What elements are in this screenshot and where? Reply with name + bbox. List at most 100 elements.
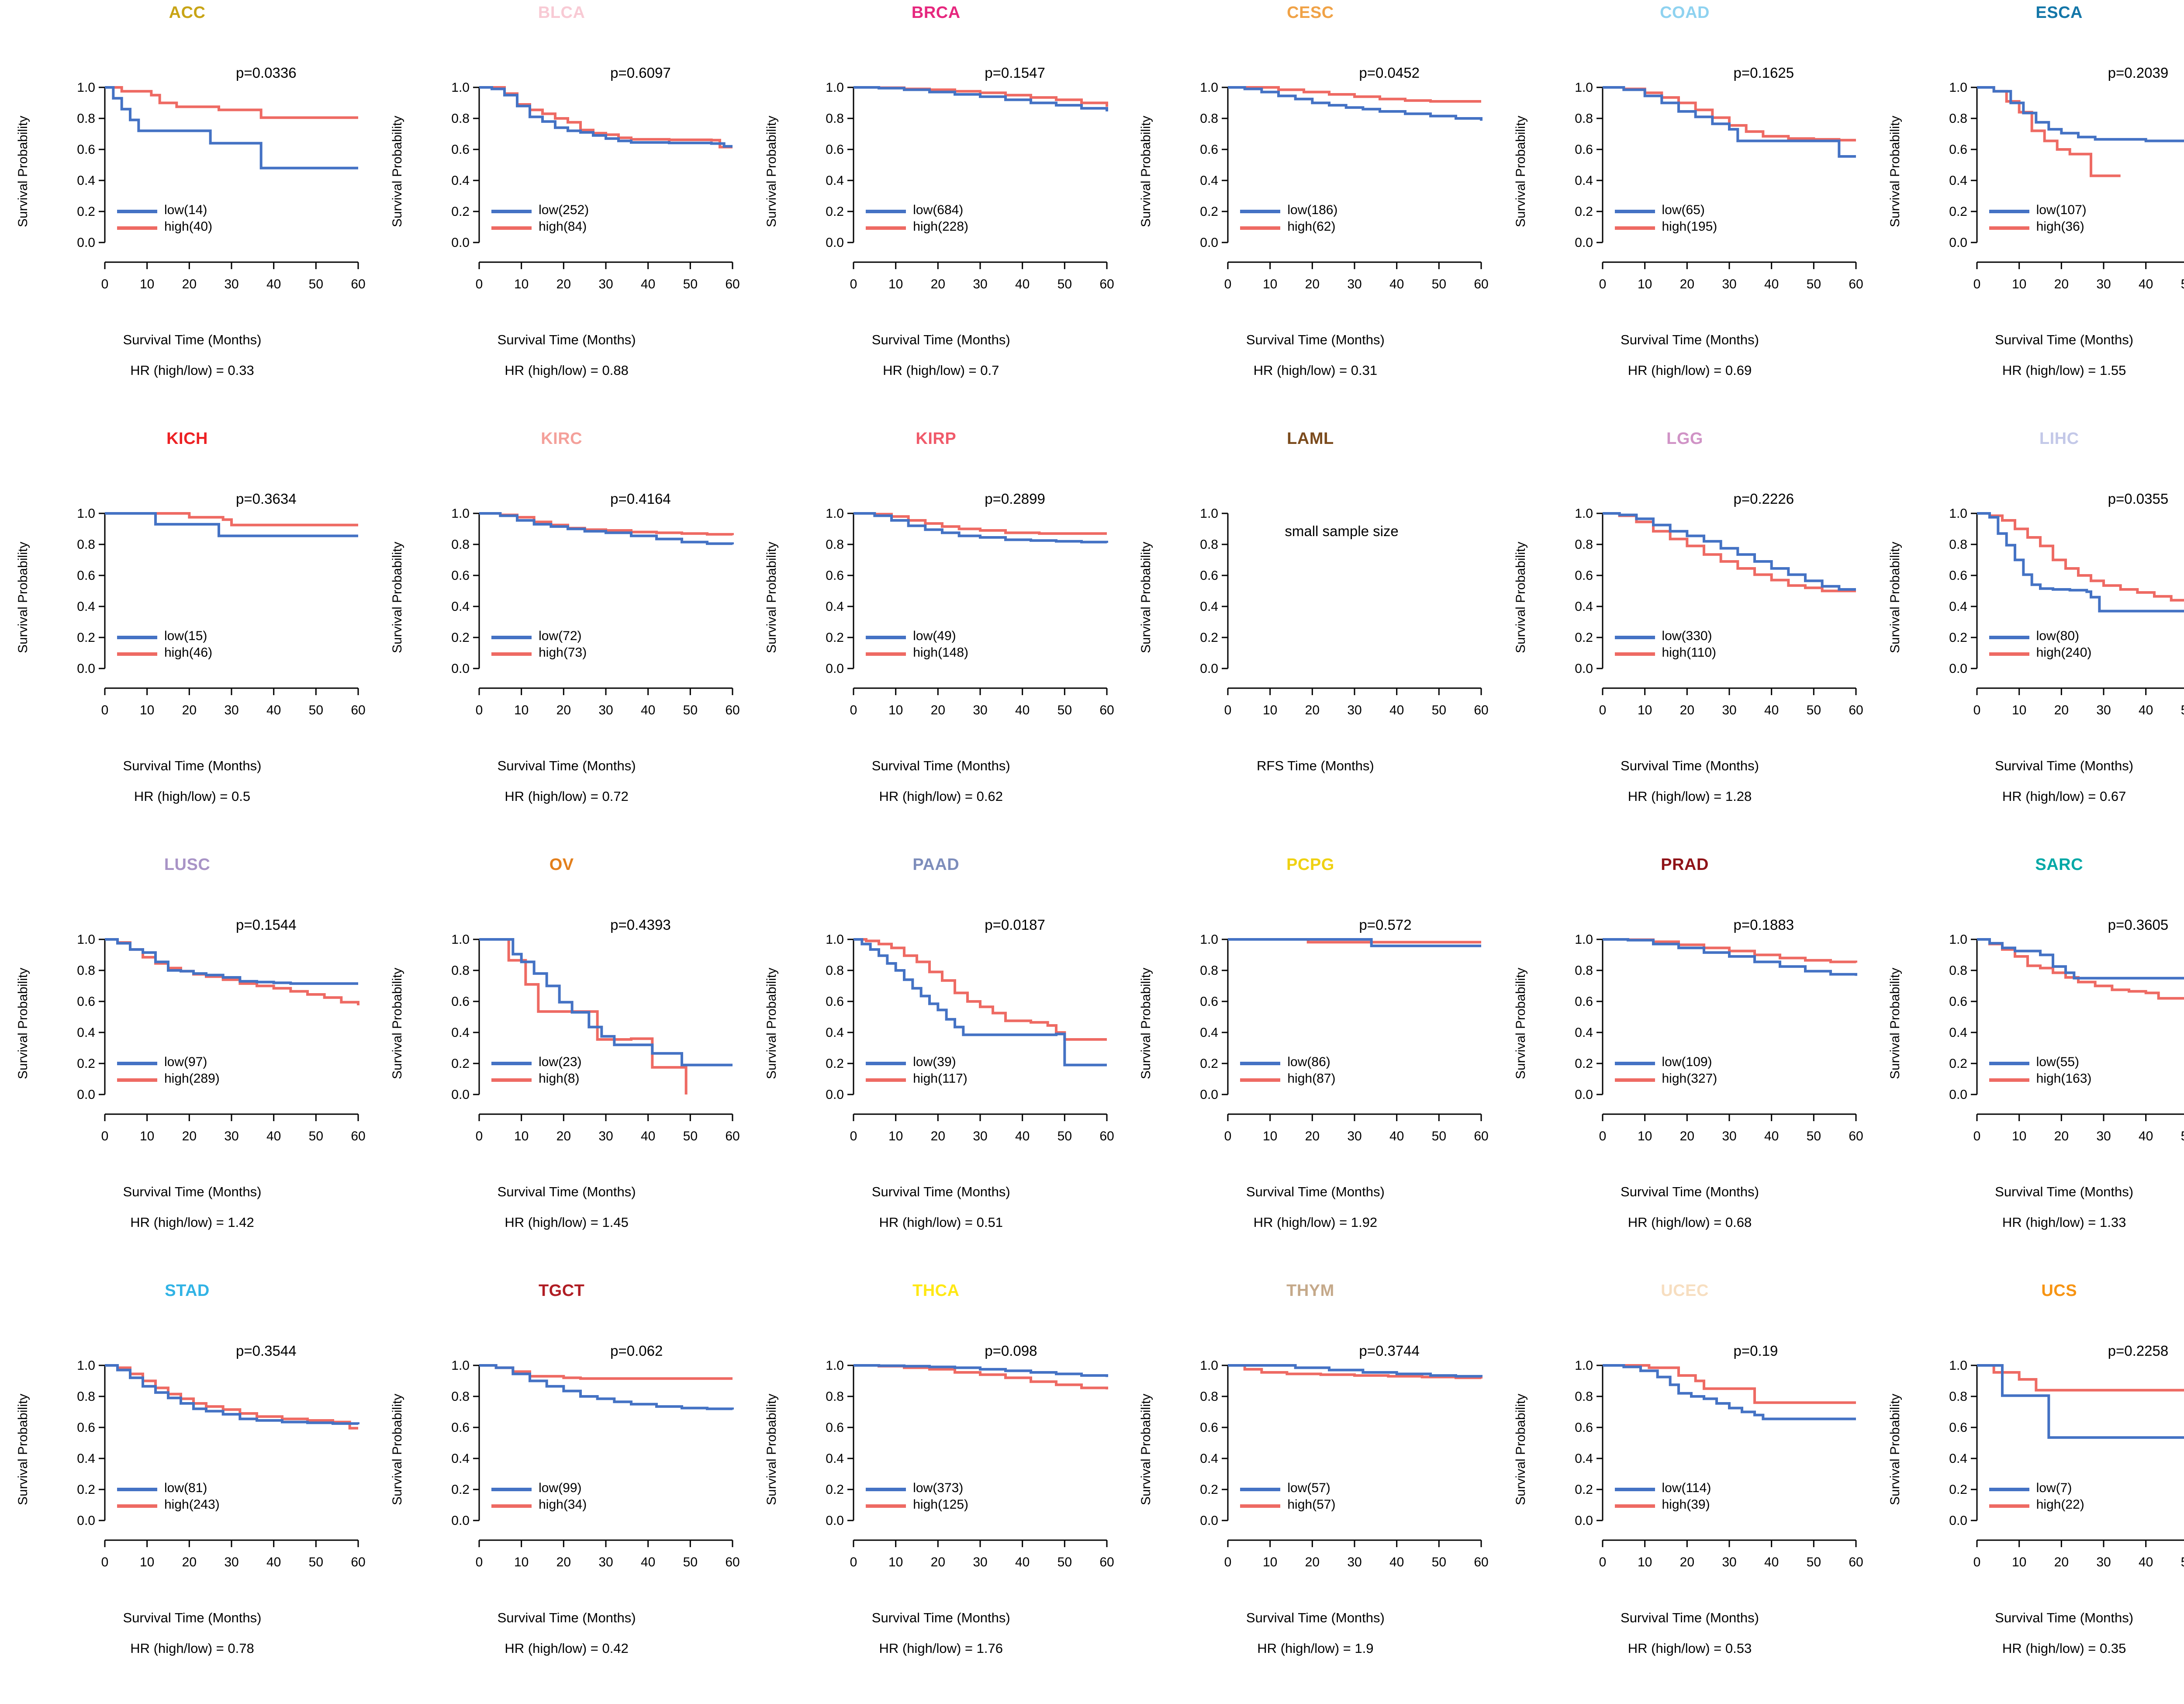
svg-text:10: 10 (2012, 703, 2026, 717)
svg-text:0.6: 0.6 (826, 994, 844, 1009)
svg-text:0.8: 0.8 (77, 537, 95, 552)
p-value-label: p=0.1625 (1733, 65, 1794, 81)
svg-text:0.0: 0.0 (1200, 1514, 1219, 1528)
panel-title: BLCA (538, 3, 585, 22)
legend-label-low: low(684) (913, 203, 964, 217)
svg-text:1.0: 1.0 (77, 80, 95, 95)
svg-text:0.8: 0.8 (1949, 963, 1967, 978)
svg-text:0.0: 0.0 (826, 236, 844, 250)
x-axis-label: Survival Time (Months) (1995, 1184, 2134, 1199)
svg-text:60: 60 (1849, 703, 1863, 717)
svg-text:0.8: 0.8 (1575, 537, 1593, 552)
small-sample-size-message: small sample size (1285, 523, 1399, 539)
svg-text:1.0: 1.0 (451, 80, 470, 95)
km-panel-acc: ACC p=0.0336 Survival Probability 1.0 0.8 0.6… (0, 0, 374, 426)
svg-text:50: 50 (1806, 703, 1821, 717)
legend-label-low: low(373) (913, 1481, 964, 1495)
svg-text:20: 20 (1679, 1129, 1694, 1143)
svg-text:0.2: 0.2 (77, 1056, 95, 1071)
svg-text:0.8: 0.8 (1575, 1389, 1593, 1404)
km-panel-ov: OV p=0.4393 Survival Probability 1.0 0.8 0.6 0… (374, 852, 749, 1278)
svg-text:30: 30 (598, 1129, 613, 1143)
hazard-ratio-label: HR (high/low) = 0.31 (1253, 363, 1378, 378)
svg-text:50: 50 (1057, 277, 1072, 291)
svg-text:60: 60 (1100, 1129, 1114, 1143)
svg-text:0.4: 0.4 (1200, 1025, 1219, 1040)
svg-text:0: 0 (476, 1555, 483, 1569)
svg-text:20: 20 (1305, 277, 1320, 291)
km-curve-high (1228, 86, 1482, 103)
km-curve-low (854, 512, 1109, 544)
svg-text:0.2: 0.2 (1949, 204, 1967, 219)
km-panel-cesc: CESC p=0.0452 Survival Probability 1.0 0.8 0.… (1123, 0, 1497, 426)
panel-title: BRCA (911, 3, 961, 22)
svg-text:0.6: 0.6 (1575, 1420, 1593, 1435)
svg-text:60: 60 (351, 703, 365, 717)
km-curve-low (1602, 1364, 1856, 1420)
svg-text:0.0: 0.0 (451, 662, 470, 676)
svg-text:0.4: 0.4 (826, 1451, 844, 1466)
svg-text:0.2: 0.2 (1575, 630, 1593, 645)
svg-text:30: 30 (598, 1555, 613, 1569)
svg-text:40: 40 (1389, 1555, 1404, 1569)
svg-text:1.0: 1.0 (1200, 80, 1219, 95)
svg-text:0: 0 (1224, 703, 1232, 717)
x-axis-label: Survival Time (Months) (123, 1184, 262, 1199)
svg-text:0.0: 0.0 (1200, 236, 1219, 250)
panel-title: PRAD (1661, 855, 1709, 874)
svg-text:0.6: 0.6 (1200, 1420, 1219, 1435)
p-value-label: p=0.2899 (985, 491, 1045, 507)
svg-text:40: 40 (266, 277, 281, 291)
svg-text:0.2: 0.2 (826, 204, 844, 219)
svg-text:0.2: 0.2 (826, 630, 844, 645)
p-value-label: p=0.0355 (2108, 491, 2169, 507)
svg-text:0: 0 (1973, 1129, 1980, 1143)
svg-text:50: 50 (683, 1129, 698, 1143)
svg-text:10: 10 (1263, 1555, 1277, 1569)
x-axis-label: Survival Time (Months) (1621, 758, 1759, 773)
legend-label-low: low(81) (164, 1481, 207, 1495)
svg-text:0: 0 (850, 703, 857, 717)
legend-label-low: low(114) (1662, 1481, 1711, 1495)
panel-title: OV (549, 855, 574, 874)
svg-text:40: 40 (1015, 277, 1030, 291)
legend-label-low: low(107) (2036, 203, 2087, 217)
svg-text:20: 20 (1305, 1129, 1320, 1143)
svg-text:50: 50 (1057, 703, 1072, 717)
svg-text:60: 60 (1474, 703, 1489, 717)
svg-text:10: 10 (514, 1555, 529, 1569)
svg-text:0.0: 0.0 (451, 1088, 470, 1102)
legend-label-low: low(49) (913, 629, 956, 643)
x-axis-label: RFS Time (Months) (1257, 758, 1374, 773)
km-panel-sarc: SARC p=0.3605 Survival Probability 1.0 0.8 0.… (1872, 852, 2184, 1278)
svg-text:40: 40 (1389, 703, 1404, 717)
svg-text:0.4: 0.4 (1575, 1025, 1593, 1040)
svg-text:0.4: 0.4 (1949, 1025, 1967, 1040)
svg-text:10: 10 (1637, 1129, 1652, 1143)
svg-text:50: 50 (1432, 1129, 1446, 1143)
svg-text:1.0: 1.0 (1575, 506, 1593, 521)
legend-label-high: high(163) (2036, 1071, 2092, 1086)
svg-text:30: 30 (224, 1555, 238, 1569)
km-panel-thca: THCA p=0.098 Survival Probability 1.0 0.8 0.6… (749, 1278, 1123, 1704)
svg-text:0.8: 0.8 (826, 111, 844, 126)
km-curve-low (479, 512, 734, 545)
km-curve-high (854, 938, 1107, 1041)
p-value-label: p=0.1883 (1733, 917, 1794, 933)
svg-text:60: 60 (725, 277, 740, 291)
hazard-ratio-label: HR (high/low) = 0.42 (505, 1641, 629, 1656)
svg-text:50: 50 (309, 277, 323, 291)
legend-label-high: high(40) (164, 219, 213, 234)
svg-text:0.8: 0.8 (1200, 1389, 1219, 1404)
km-curve-high (105, 86, 358, 119)
svg-text:10: 10 (1263, 277, 1277, 291)
svg-text:0.0: 0.0 (1949, 1088, 1967, 1102)
svg-text:0.0: 0.0 (1200, 662, 1219, 676)
svg-text:0.0: 0.0 (1575, 1088, 1593, 1102)
